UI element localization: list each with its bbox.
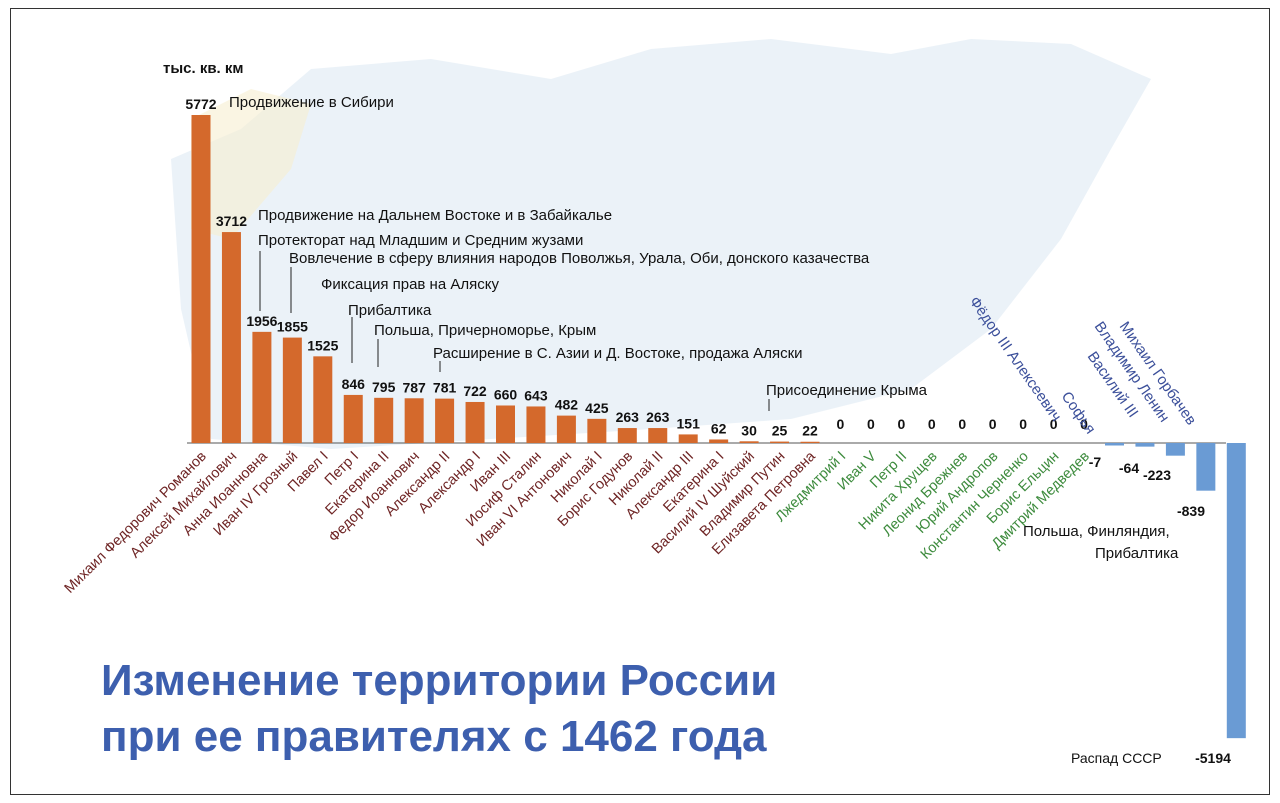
bar-9 <box>465 401 485 443</box>
value-label-4: 1525 <box>307 337 338 353</box>
value-label-25: 0 <box>958 416 966 432</box>
value-label-13: 425 <box>585 400 609 416</box>
bar-4 <box>313 356 333 443</box>
value-label-5: 846 <box>342 376 366 392</box>
annotation-volga: Вовлечение в сферу влияния народов Повол… <box>289 250 870 267</box>
annotation-asia: Расширение в С. Азии и Д. Востоке, прода… <box>433 345 803 362</box>
bar-33 <box>1196 443 1216 491</box>
bar-34 <box>1226 443 1246 739</box>
value-label-17: 62 <box>711 420 727 436</box>
value-label-20: 22 <box>802 423 818 439</box>
annotation-siberia: Продвижение в Сибири <box>229 94 394 111</box>
bar-2 <box>252 331 272 443</box>
bar-16 <box>678 434 698 443</box>
value-label-22: 0 <box>867 416 875 432</box>
annotation-poland: Польша, Причерноморье, Крым <box>374 322 596 339</box>
annotation-crimea: Присоединение Крыма <box>766 382 928 399</box>
value-label-29: 0 <box>1080 416 1088 432</box>
value-label-27: 0 <box>1019 416 1027 432</box>
value-label-14: 263 <box>616 409 640 425</box>
annotation-baltics: Прибалтика <box>348 302 432 319</box>
value-label-15: 263 <box>646 409 670 425</box>
bar-30 <box>1105 443 1124 446</box>
bar-14 <box>617 428 637 443</box>
value-label-2: 1956 <box>246 313 277 329</box>
bar-7 <box>404 398 424 443</box>
background-map-accent <box>191 89 311 239</box>
bar-10 <box>496 405 515 443</box>
value-label-16: 151 <box>677 415 701 431</box>
annotation-alaska: Фиксация прав на Аляску <box>321 276 499 293</box>
annotation-zhuz: Протекторат над Младшим и Средним жузами <box>258 232 583 249</box>
bar-19 <box>770 441 790 443</box>
value-label-30: -7 <box>1089 454 1102 470</box>
category-label-30: Фёдор III Алексеевич <box>966 294 1065 425</box>
bar-13 <box>587 418 607 443</box>
value-label-10: 660 <box>494 386 518 402</box>
value-label-3: 1855 <box>277 319 308 335</box>
annotation-baltics-loss: Прибалтика <box>1095 545 1179 562</box>
value-label-24: 0 <box>928 416 936 432</box>
value-label-23: 0 <box>897 416 905 432</box>
annotation-poland-finland: Польша, Финляндия, <box>1023 523 1170 540</box>
value-label-9: 722 <box>463 383 487 399</box>
annotation-far-east: Продвижение на Дальнем Востоке и в Забай… <box>258 207 612 224</box>
bar-15 <box>648 428 668 443</box>
chart-title-line-1: Изменение территории России <box>101 656 778 705</box>
value-label-33: -839 <box>1177 503 1205 519</box>
value-label-12: 482 <box>555 397 579 413</box>
value-label-31: -64 <box>1119 460 1139 476</box>
bar-31 <box>1135 443 1155 447</box>
value-label-34: -5194 <box>1195 750 1231 766</box>
value-label-0: 5772 <box>185 96 216 112</box>
bar-8 <box>435 398 455 443</box>
value-label-8: 781 <box>433 380 457 396</box>
chart-frame: тыс. кв. км 5772 Михаил Федорович Романов 3… <box>10 8 1270 795</box>
bar-5 <box>343 394 363 443</box>
value-label-19: 25 <box>772 423 788 439</box>
bar-18 <box>739 441 759 443</box>
value-label-7: 787 <box>402 379 426 395</box>
value-label-6: 795 <box>372 379 396 395</box>
background-map-shape <box>171 39 1151 449</box>
value-label-21: 0 <box>837 416 845 432</box>
bar-17 <box>709 439 729 443</box>
chart-title-line-2: при ее правителях с 1462 года <box>101 712 767 761</box>
value-label-28: 0 <box>1050 416 1058 432</box>
value-label-18: 30 <box>741 422 757 438</box>
value-label-11: 643 <box>524 387 548 403</box>
bar-11 <box>526 406 546 443</box>
bar-20 <box>800 441 820 443</box>
bar-12 <box>556 415 576 443</box>
bar-1 <box>221 232 241 443</box>
y-unit-label: тыс. кв. км <box>163 60 244 77</box>
value-label-26: 0 <box>989 416 997 432</box>
value-label-1: 3712 <box>216 213 247 229</box>
bar-3 <box>282 337 302 443</box>
value-label-32: -223 <box>1143 467 1171 483</box>
bar-0 <box>191 115 211 443</box>
bar-6 <box>374 397 394 443</box>
annotation-ussr-collapse: Распад СССР <box>1071 750 1162 766</box>
bar-32 <box>1165 443 1185 456</box>
